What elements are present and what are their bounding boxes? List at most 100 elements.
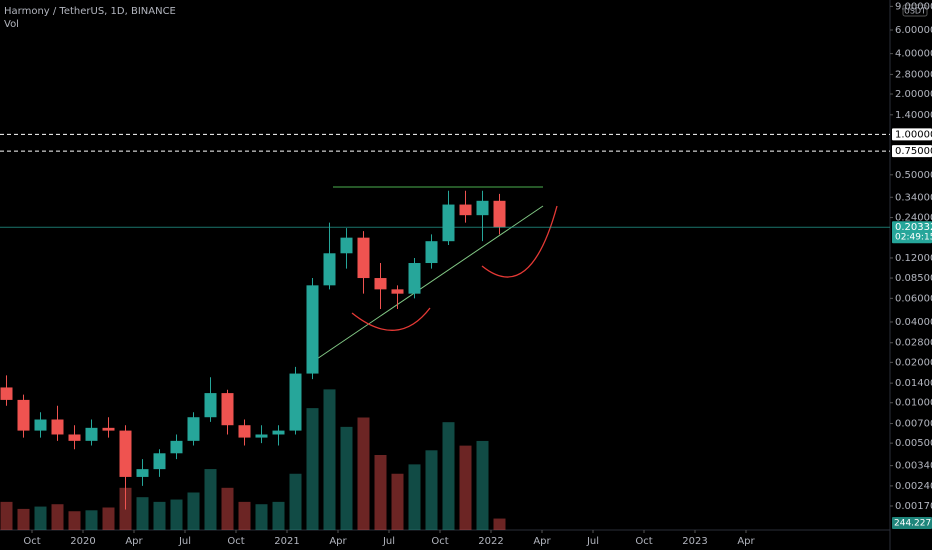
candle-body bbox=[221, 393, 234, 426]
volume-bar bbox=[153, 501, 166, 530]
volume-bar bbox=[323, 389, 336, 530]
volume-bar bbox=[204, 469, 217, 530]
volume-bar bbox=[442, 422, 455, 530]
chart-title: Harmony / TetherUS, 1D, BINANCE bbox=[4, 6, 176, 17]
volume-label-box bbox=[892, 517, 932, 529]
candle-body bbox=[476, 200, 489, 216]
volume-bar bbox=[170, 499, 183, 530]
volume-bar bbox=[306, 408, 319, 530]
candle-body bbox=[68, 434, 81, 441]
candle-body bbox=[34, 419, 47, 431]
volume-bar bbox=[357, 417, 370, 530]
x-tick-label: Oct bbox=[431, 536, 448, 547]
candle-body bbox=[0, 387, 13, 400]
volume-bar bbox=[425, 450, 438, 530]
candle-body bbox=[85, 427, 98, 441]
candle-body bbox=[153, 453, 166, 470]
curve-drawing bbox=[351, 307, 431, 331]
candle-body bbox=[289, 373, 302, 431]
price-line-box bbox=[892, 128, 932, 141]
candle-body bbox=[306, 285, 319, 374]
candle-body bbox=[136, 469, 149, 477]
candle-body bbox=[170, 440, 183, 454]
last-price-box bbox=[892, 221, 932, 244]
volume-bar bbox=[85, 510, 98, 530]
volume-bar bbox=[187, 492, 200, 530]
volume-bar bbox=[68, 511, 81, 530]
volume-bar bbox=[17, 508, 30, 530]
currency: USDT bbox=[904, 7, 926, 16]
x-tick-label: Apr bbox=[737, 536, 755, 547]
candle-body bbox=[51, 419, 64, 435]
candle-body bbox=[204, 393, 217, 418]
volume-bar bbox=[102, 507, 115, 530]
price-line-box bbox=[892, 145, 932, 158]
volume-bar bbox=[459, 445, 472, 530]
x-tick-label: Jul bbox=[178, 536, 191, 547]
volume-bar bbox=[34, 506, 47, 530]
candle-body bbox=[119, 430, 132, 477]
volume-bar bbox=[255, 504, 268, 530]
y-tick-label: 2.80000 bbox=[895, 69, 932, 80]
x-tick-label: 2022 bbox=[478, 536, 503, 547]
curve-drawing bbox=[481, 205, 558, 278]
x-tick-label: Oct bbox=[227, 536, 244, 547]
candle-body bbox=[425, 241, 438, 264]
volume-bar bbox=[272, 501, 285, 530]
volume-title: Vol bbox=[4, 19, 19, 30]
x-tick-label: Jul bbox=[382, 536, 395, 547]
volume-bar bbox=[0, 501, 13, 530]
candle-body bbox=[272, 430, 285, 435]
candle-body bbox=[255, 434, 268, 438]
candle-body bbox=[493, 200, 506, 228]
volume-bar bbox=[391, 473, 404, 530]
x-tick-label: Apr bbox=[533, 536, 551, 547]
candle-body bbox=[102, 427, 115, 431]
volume-bar bbox=[493, 518, 506, 530]
volume-bar bbox=[221, 487, 234, 530]
candle-body bbox=[340, 237, 353, 254]
candle-body bbox=[408, 263, 421, 294]
x-tick-label: 2020 bbox=[70, 536, 95, 547]
volume-bar bbox=[374, 455, 387, 530]
candle-body bbox=[357, 237, 370, 279]
countdown: 02:49:15 bbox=[895, 233, 932, 243]
candle-body bbox=[374, 278, 387, 290]
last-price-label: 0.20332 bbox=[895, 222, 932, 233]
volume-bar bbox=[51, 504, 64, 530]
x-tick-label: Oct bbox=[23, 536, 40, 547]
y-tick-label: 0.00170 bbox=[895, 501, 932, 512]
x-tick-label: Apr bbox=[329, 536, 347, 547]
candle-body bbox=[391, 289, 404, 294]
volume-bar bbox=[238, 501, 251, 530]
volume-label: 244.227M bbox=[894, 519, 932, 529]
x-tick-label: 2023 bbox=[682, 536, 707, 547]
candle-body bbox=[17, 399, 30, 431]
volume-bar bbox=[136, 497, 149, 530]
volume-bar bbox=[408, 464, 421, 530]
candle-body bbox=[459, 204, 472, 216]
x-tick-label: 2021 bbox=[274, 536, 299, 547]
